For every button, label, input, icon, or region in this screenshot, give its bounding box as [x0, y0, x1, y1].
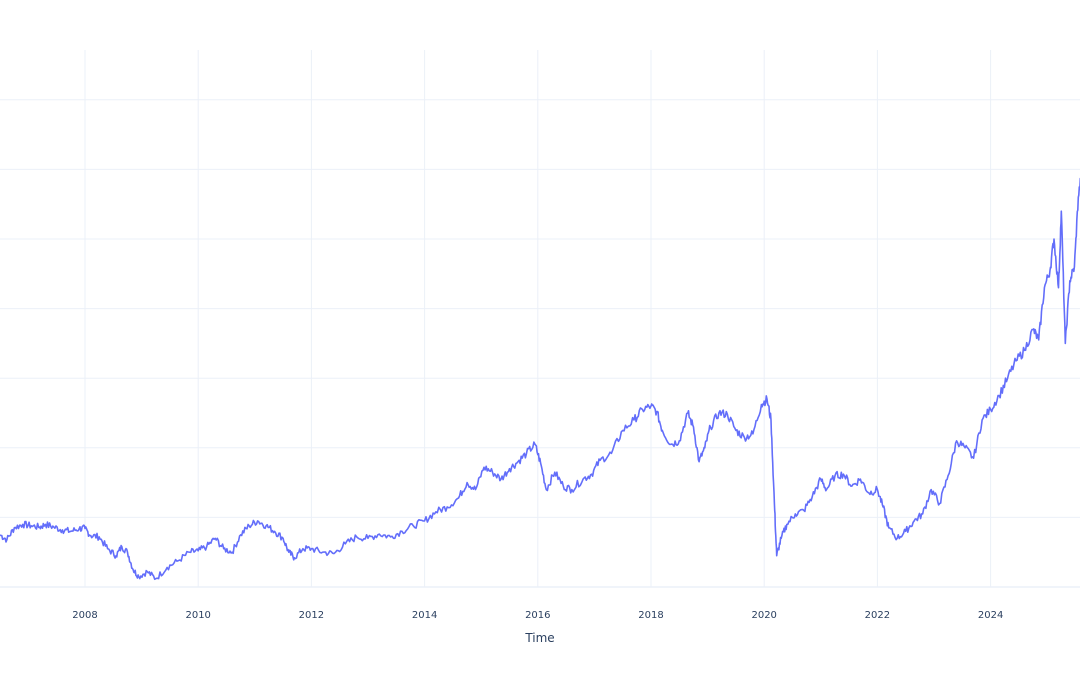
x-tick-label: 2022 — [865, 610, 890, 621]
x-tick-label: 2012 — [299, 610, 324, 621]
x-tick-label: 2020 — [751, 610, 776, 621]
x-tick-label: 2024 — [978, 610, 1003, 621]
x-axis-ticks: 2008 2010 2012 2014 2016 2018 2020 2022 2024 — [72, 610, 1003, 621]
x-tick-label: 2010 — [185, 610, 210, 621]
x-axis-title: Time — [524, 631, 554, 645]
gridlines — [0, 50, 1080, 587]
x-tick-label: 2018 — [638, 610, 663, 621]
x-tick-label: 2008 — [72, 610, 97, 621]
series-line — [0, 177, 1080, 581]
plot-background — [0, 50, 1080, 587]
x-tick-label: 2016 — [525, 610, 550, 621]
x-tick-label: 2014 — [412, 610, 437, 621]
